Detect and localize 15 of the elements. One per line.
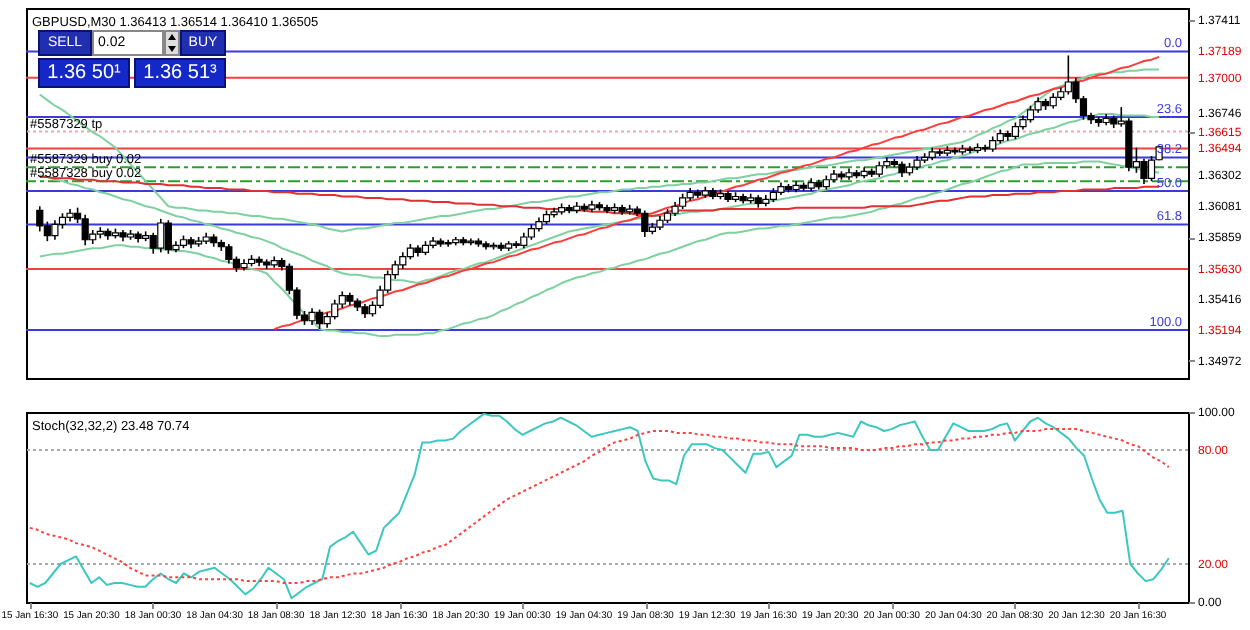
candlestick	[225, 243, 233, 265]
line-series	[28, 412, 1170, 600]
candlestick	[1064, 54, 1072, 96]
candlestick	[331, 299, 339, 321]
candlestick	[316, 308, 324, 330]
candlestick	[951, 146, 959, 156]
candlestick	[51, 219, 59, 241]
buy-price-box: 1.36 51³	[134, 58, 226, 88]
candlestick	[641, 209, 649, 238]
candlestick	[157, 218, 165, 254]
candlestick	[164, 219, 172, 255]
candlestick	[81, 213, 89, 247]
sell-price-box: 1.36 50¹	[38, 58, 130, 88]
candlestick	[467, 237, 475, 247]
candlestick	[36, 205, 44, 233]
